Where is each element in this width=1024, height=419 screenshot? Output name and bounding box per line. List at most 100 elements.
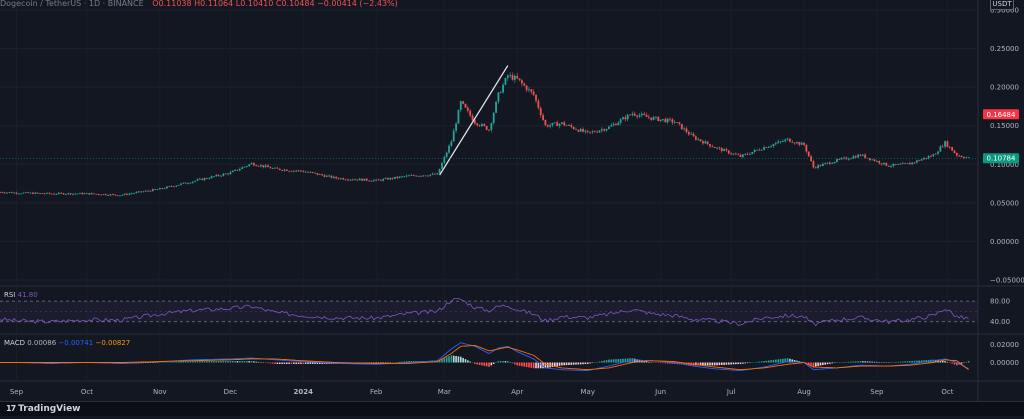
candle-body[interactable]: [95, 194, 97, 195]
candle-body[interactable]: [775, 143, 777, 144]
candle-body[interactable]: [399, 177, 401, 178]
candle-body[interactable]: [650, 118, 652, 120]
candle-body[interactable]: [288, 171, 290, 172]
candle-body[interactable]: [467, 108, 469, 111]
candle-body[interactable]: [396, 177, 398, 178]
candle-body[interactable]: [465, 104, 467, 108]
candle-body[interactable]: [521, 80, 523, 83]
candle-body[interactable]: [864, 155, 866, 158]
candle-body[interactable]: [690, 134, 692, 135]
candle-body[interactable]: [378, 180, 380, 181]
candle-body[interactable]: [197, 179, 199, 180]
candle-body[interactable]: [239, 169, 241, 170]
candle-body[interactable]: [575, 129, 577, 130]
candle-body[interactable]: [542, 115, 544, 120]
candle-body[interactable]: [860, 155, 862, 156]
candle-body[interactable]: [70, 193, 72, 194]
candle-body[interactable]: [537, 101, 539, 108]
candle-body[interactable]: [580, 129, 582, 132]
candle-body[interactable]: [817, 165, 819, 168]
candle-body[interactable]: [968, 157, 970, 158]
candle-body[interactable]: [951, 147, 953, 151]
candle-body[interactable]: [881, 163, 883, 164]
candle-body[interactable]: [914, 162, 916, 163]
candle-body[interactable]: [335, 177, 337, 179]
candle-body[interactable]: [949, 147, 951, 148]
candle-body[interactable]: [159, 188, 161, 189]
candle-body[interactable]: [500, 92, 502, 93]
candle-body[interactable]: [617, 123, 619, 125]
candle-body[interactable]: [286, 170, 288, 171]
candle-body[interactable]: [234, 170, 236, 171]
candle-body[interactable]: [693, 134, 695, 137]
candle-body[interactable]: [4, 193, 6, 194]
candle-body[interactable]: [215, 175, 217, 176]
candle-body[interactable]: [112, 194, 114, 195]
candle-body[interactable]: [91, 193, 93, 194]
candle-body[interactable]: [820, 165, 822, 166]
candle-body[interactable]: [636, 116, 638, 117]
candle-body[interactable]: [885, 163, 887, 166]
candle-body[interactable]: [883, 163, 885, 165]
candle-body[interactable]: [347, 180, 349, 181]
candle-body[interactable]: [295, 171, 297, 172]
candle-body[interactable]: [479, 125, 481, 126]
candle-body[interactable]: [761, 150, 763, 151]
candle-body[interactable]: [222, 174, 224, 176]
candle-body[interactable]: [674, 122, 676, 123]
candle-body[interactable]: [326, 176, 328, 177]
candle-body[interactable]: [610, 125, 612, 126]
candle-body[interactable]: [834, 162, 836, 163]
candle-body[interactable]: [321, 174, 323, 175]
candle-body[interactable]: [911, 162, 913, 164]
candle-body[interactable]: [25, 192, 27, 193]
candle-body[interactable]: [154, 189, 156, 190]
candle-body[interactable]: [107, 195, 109, 196]
candle-body[interactable]: [613, 124, 615, 125]
candle-body[interactable]: [667, 119, 669, 123]
candle-body[interactable]: [455, 124, 457, 131]
candle-body[interactable]: [507, 76, 509, 79]
candle-body[interactable]: [316, 173, 318, 175]
candle-body[interactable]: [932, 154, 934, 156]
candle-body[interactable]: [88, 193, 90, 194]
candle-body[interactable]: [528, 89, 530, 90]
candle-body[interactable]: [681, 124, 683, 129]
candle-body[interactable]: [716, 148, 718, 149]
candle-body[interactable]: [904, 163, 906, 164]
candle-body[interactable]: [65, 194, 67, 195]
candle-body[interactable]: [801, 143, 803, 145]
candle-body[interactable]: [751, 152, 753, 154]
candle-body[interactable]: [258, 166, 260, 167]
candle-body[interactable]: [98, 194, 100, 195]
candle-body[interactable]: [32, 193, 34, 194]
candle-body[interactable]: [601, 129, 603, 130]
candle-body[interactable]: [822, 164, 824, 166]
candle-body[interactable]: [770, 146, 772, 147]
candle-body[interactable]: [277, 168, 279, 169]
candle-body[interactable]: [100, 195, 102, 196]
candle-body[interactable]: [260, 165, 262, 166]
candle-body[interactable]: [744, 154, 746, 155]
candle-body[interactable]: [773, 144, 775, 146]
candle-body[interactable]: [18, 194, 20, 195]
candle-body[interactable]: [150, 191, 152, 192]
candle-body[interactable]: [269, 167, 271, 168]
candle-body[interactable]: [958, 156, 960, 157]
candle-body[interactable]: [225, 174, 227, 175]
candle-body[interactable]: [340, 178, 342, 179]
candle-body[interactable]: [16, 193, 18, 194]
candle-body[interactable]: [319, 174, 321, 175]
candle-body[interactable]: [39, 193, 41, 194]
candle-body[interactable]: [709, 144, 711, 146]
candle-body[interactable]: [829, 163, 831, 164]
rsi-legend[interactable]: RSI 41.80: [4, 291, 38, 299]
candle-body[interactable]: [664, 119, 666, 122]
candle-body[interactable]: [324, 175, 326, 177]
candle-body[interactable]: [211, 176, 213, 178]
candle-body[interactable]: [81, 193, 83, 194]
candle-body[interactable]: [418, 176, 420, 177]
candle-body[interactable]: [293, 171, 295, 172]
candle-body[interactable]: [262, 165, 264, 167]
